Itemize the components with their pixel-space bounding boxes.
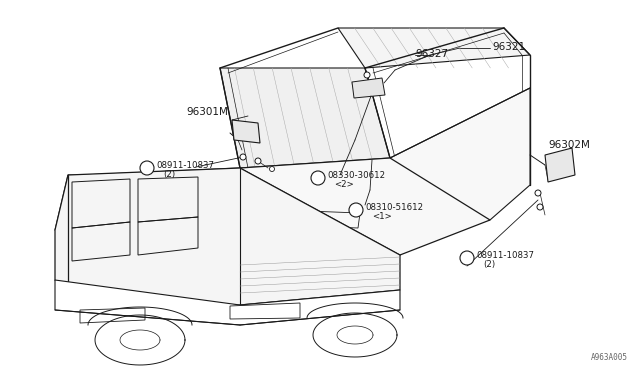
- Circle shape: [269, 167, 275, 171]
- Polygon shape: [55, 175, 85, 255]
- Text: (2): (2): [163, 170, 175, 179]
- Circle shape: [240, 154, 246, 160]
- Circle shape: [140, 161, 154, 175]
- Text: 08911-10837: 08911-10837: [476, 250, 534, 260]
- Text: 08310-51612: 08310-51612: [365, 202, 423, 212]
- Text: A963A005: A963A005: [591, 353, 628, 362]
- Text: 08330-30612: 08330-30612: [327, 170, 385, 180]
- Text: <2>: <2>: [334, 180, 354, 189]
- Polygon shape: [390, 88, 530, 230]
- Text: 08911-10837: 08911-10837: [156, 160, 214, 170]
- Text: N: N: [144, 164, 150, 173]
- Text: S: S: [316, 173, 321, 183]
- Circle shape: [255, 158, 261, 164]
- Circle shape: [460, 251, 474, 265]
- Text: (2): (2): [483, 260, 495, 269]
- Polygon shape: [232, 120, 260, 143]
- Polygon shape: [55, 280, 400, 325]
- Text: 96301M: 96301M: [186, 107, 228, 117]
- Text: 96302M: 96302M: [548, 140, 590, 150]
- Polygon shape: [545, 148, 575, 182]
- Polygon shape: [220, 68, 390, 168]
- Polygon shape: [338, 28, 530, 68]
- Text: <1>: <1>: [372, 212, 392, 221]
- Polygon shape: [352, 78, 385, 98]
- Circle shape: [364, 72, 370, 78]
- Circle shape: [537, 204, 543, 210]
- Circle shape: [535, 190, 541, 196]
- Polygon shape: [55, 168, 400, 305]
- Text: 96321: 96321: [492, 42, 525, 52]
- Text: N: N: [464, 253, 470, 263]
- Circle shape: [349, 203, 363, 217]
- Circle shape: [311, 171, 325, 185]
- Text: S: S: [353, 205, 358, 215]
- Text: 96327: 96327: [415, 49, 448, 59]
- Polygon shape: [70, 158, 490, 255]
